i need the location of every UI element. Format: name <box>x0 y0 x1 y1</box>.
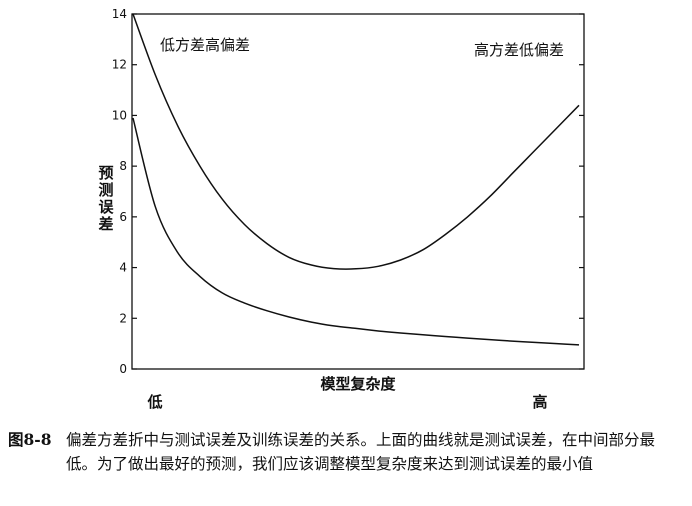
x-tick-label-high: 高 <box>532 393 547 411</box>
y-tick-label: 4 <box>119 261 127 275</box>
curves <box>132 13 580 346</box>
y-axis-label-char: 预 <box>98 164 113 182</box>
x-axis-label: 模型复杂度 <box>320 375 396 393</box>
annotation-high-variance-low-bias: 高方差低偏差 <box>474 41 564 59</box>
training-error-curve <box>132 117 580 346</box>
plot-frame <box>131 13 585 370</box>
y-tick-label: 14 <box>112 7 127 21</box>
x-tick-label-low: 低 <box>146 393 162 411</box>
y-axis-label-char: 差 <box>98 215 113 233</box>
y-tick-label: 2 <box>119 311 127 325</box>
y-tick-label: 12 <box>112 58 127 72</box>
y-tick-label: 6 <box>119 210 127 224</box>
y-tick-label: 10 <box>112 108 127 122</box>
y-axis-label-char: 测 <box>98 181 113 199</box>
y-axis-ticks: 0 2 4 6 8 10 12 14 <box>112 7 584 376</box>
caption-text: 偏差方差折中与测试误差及训练误差的关系。上面的曲线就是测试误差，在中间部分最低。… <box>66 431 656 473</box>
test-error-curve <box>132 13 580 270</box>
caption-number: 图8-8 <box>8 430 52 449</box>
y-tick-label: 8 <box>119 159 127 173</box>
annotation-low-variance-high-bias: 低方差高偏差 <box>160 36 250 54</box>
y-axis-label-char: 误 <box>98 198 114 216</box>
y-tick-label: 0 <box>119 362 127 376</box>
